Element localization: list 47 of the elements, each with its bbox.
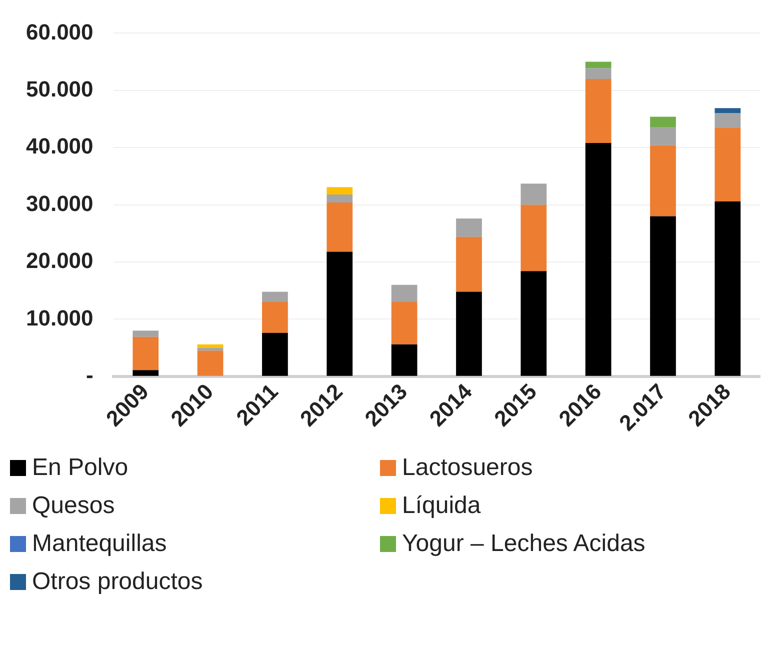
- bar: [585, 143, 612, 376]
- legend-label: Yogur – Leches Acidas: [402, 530, 646, 558]
- bar: [262, 292, 288, 302]
- bar: [456, 218, 482, 237]
- bar: [520, 271, 547, 376]
- bar: [585, 62, 612, 68]
- legend-label: En Polvo: [32, 454, 128, 482]
- y-tick-label: 40.000: [26, 134, 94, 159]
- bar: [650, 216, 676, 376]
- bar: [714, 113, 741, 128]
- bar: [456, 292, 482, 376]
- y-tick-label: 10.000: [26, 305, 94, 330]
- legend-label: Lactosueros: [402, 454, 533, 482]
- bar: [650, 127, 676, 146]
- y-tick-label: 20.000: [26, 248, 94, 274]
- bar: [520, 184, 547, 205]
- bar: [650, 145, 676, 216]
- legend-label: Quesos: [32, 492, 115, 520]
- y-tick-label: 50.000: [26, 76, 94, 102]
- legend-label: Líquida: [402, 492, 481, 520]
- bar: [262, 332, 288, 376]
- bar: [714, 108, 741, 114]
- y-tick-label: -: [86, 362, 94, 388]
- bar: [262, 302, 288, 333]
- bar: [132, 370, 159, 376]
- bar: [391, 302, 418, 344]
- y-tick-label: 60.000: [26, 19, 94, 44]
- bar: [326, 202, 353, 252]
- bar: [326, 252, 353, 376]
- bar: [456, 236, 482, 292]
- bar: [650, 116, 676, 128]
- bar: [520, 204, 547, 272]
- bar: [326, 187, 353, 195]
- bar: [585, 78, 612, 144]
- legend-label: Otros productos: [32, 568, 203, 596]
- legend-label: Mantequillas: [32, 530, 167, 558]
- bar: [132, 336, 159, 370]
- bar: [585, 68, 612, 79]
- bar: [391, 344, 418, 376]
- bar: [326, 194, 353, 203]
- bar: [391, 284, 418, 302]
- bar: [197, 344, 224, 348]
- y-tick-label: 30.000: [26, 190, 94, 216]
- bar: [132, 330, 159, 337]
- bar: [197, 350, 224, 376]
- bar: [714, 128, 741, 202]
- bar: [714, 201, 741, 376]
